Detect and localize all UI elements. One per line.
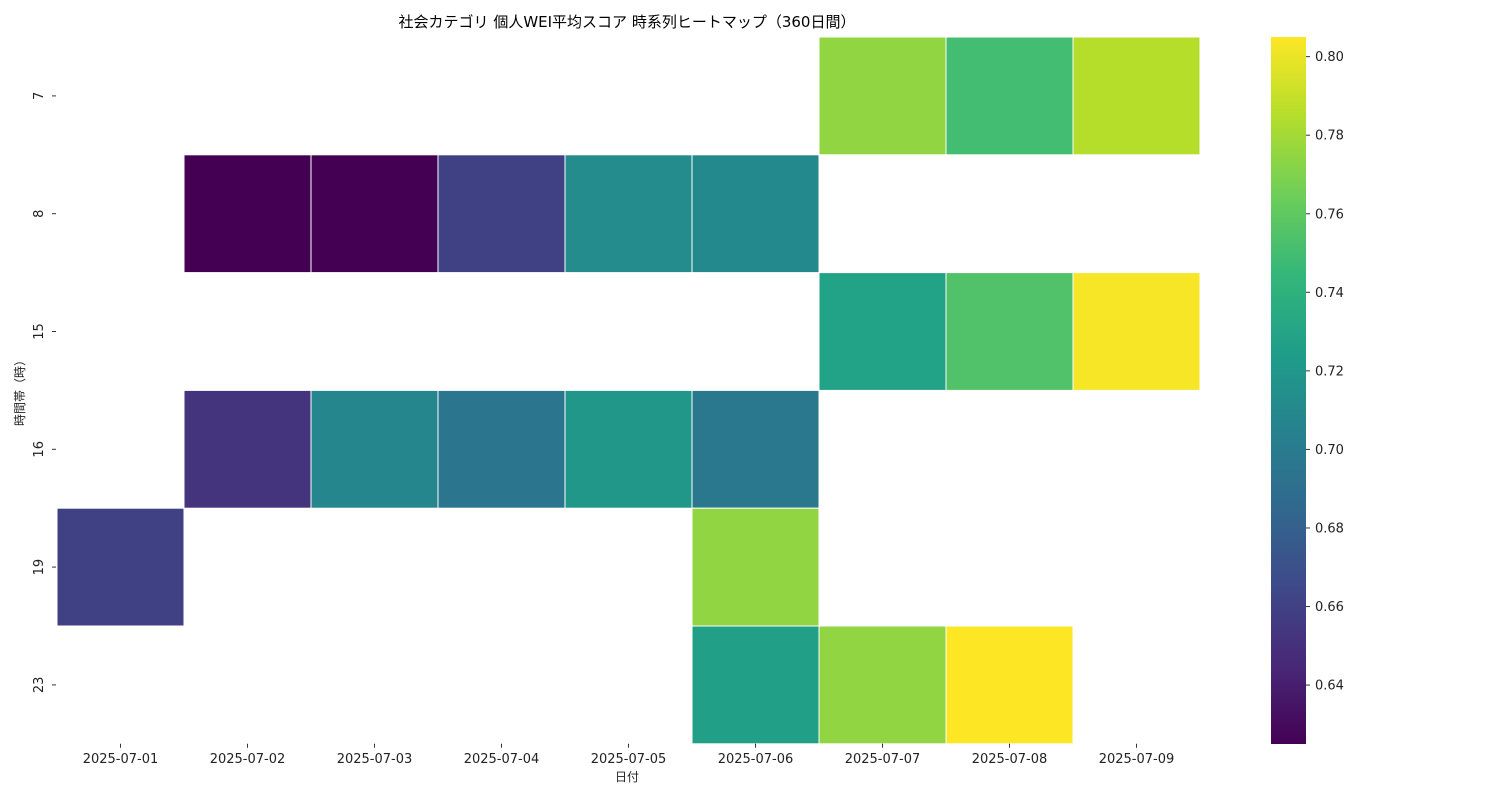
colorbar-tick-label: 0.80: [1315, 50, 1344, 65]
heatmap-cell: [691, 625, 820, 745]
colorbar: 0.64 0.66 0.68 0.70 0.72 0.74 0.76 0.78 0.80: [1271, 37, 1344, 744]
colorbar-tick-label: 0.72: [1315, 364, 1344, 379]
x-tick-label: 2025-07-02: [210, 752, 286, 767]
heatmap-cell: [1072, 36, 1201, 156]
x-tick-label: 2025-07-07: [845, 752, 921, 767]
heatmap-cell: [564, 389, 693, 509]
heatmap-cell: [437, 389, 566, 509]
heatmap-cell: [691, 389, 820, 509]
x-axis-label: 日付: [615, 770, 639, 784]
colorbar-tick-label: 0.78: [1315, 129, 1344, 144]
heatmap-cell: [183, 154, 312, 274]
x-tick-label: 2025-07-09: [1099, 752, 1175, 767]
colorbar-tick-label: 0.64: [1315, 679, 1344, 694]
colorbar-tick-label: 0.76: [1315, 207, 1344, 222]
y-tick-label: 16: [32, 441, 47, 458]
chart-title: 社会カテゴリ 個人WEI平均スコア 時系列ヒートマップ（360日間）: [399, 13, 856, 31]
heatmap-cell: [437, 154, 566, 274]
x-tick-label: 2025-07-05: [591, 752, 667, 767]
x-tick-label: 2025-07-06: [718, 752, 794, 767]
colorbar-gradient: [1271, 37, 1306, 744]
x-tick-label: 2025-07-08: [972, 752, 1048, 767]
heatmap-cell: [183, 389, 312, 509]
y-tick-label: 23: [32, 677, 47, 694]
y-tick-label: 19: [32, 559, 47, 576]
heatmap-cell: [945, 36, 1074, 156]
heatmap-cell: [691, 507, 820, 627]
x-tick-label: 2025-07-01: [83, 752, 159, 767]
heatmap-cell: [564, 154, 693, 274]
x-tick-label: 2025-07-04: [464, 752, 540, 767]
heatmap-cell: [56, 507, 185, 627]
y-axis-label: 時間帯（時）: [13, 354, 27, 426]
heatmap-cell: [945, 625, 1074, 745]
y-tick-label: 15: [32, 323, 47, 340]
heatmap-cell: [945, 272, 1074, 391]
colorbar-tick-label: 0.74: [1315, 286, 1344, 301]
heatmap-cells: [56, 36, 1201, 745]
x-axis-ticks: 2025-07-01 2025-07-02 2025-07-03 2025-07-04…: [83, 743, 1175, 767]
heatmap-cell: [310, 389, 439, 509]
colorbar-tick-label: 0.70: [1315, 443, 1344, 458]
heatmap-cell: [818, 272, 947, 391]
x-tick-label: 2025-07-03: [337, 752, 413, 767]
y-tick-label: 8: [32, 210, 47, 218]
y-tick-label: 7: [32, 92, 47, 100]
heatmap-cell: [1072, 272, 1201, 391]
colorbar-tick-label: 0.66: [1315, 600, 1344, 615]
heatmap-cell: [818, 625, 947, 745]
y-axis-ticks: 7 8 15 16 19 23: [32, 92, 56, 693]
heatmap-cell: [691, 154, 820, 274]
heatmap-cell: [818, 36, 947, 156]
heatmap-cell: [310, 154, 439, 274]
colorbar-tick-label: 0.68: [1315, 521, 1344, 536]
